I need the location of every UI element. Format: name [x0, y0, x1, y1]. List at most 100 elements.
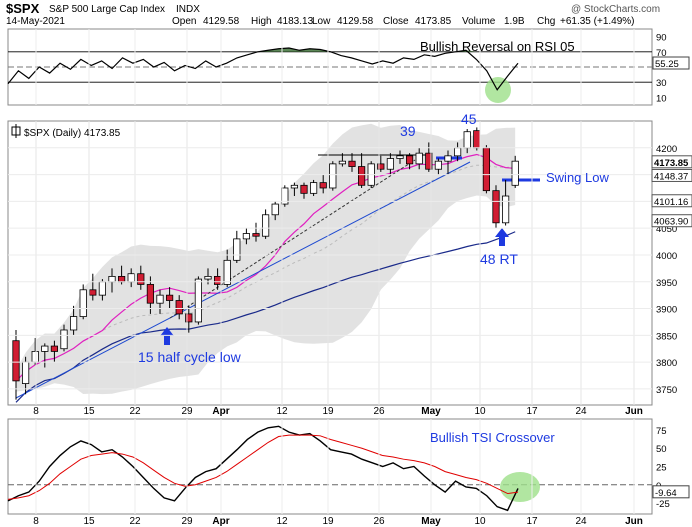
candle-body — [31, 351, 39, 363]
close-value: 4173.85 — [415, 16, 452, 27]
candle-body — [118, 275, 126, 283]
price-x-tick-label: 8 — [33, 406, 39, 417]
candle-body — [463, 131, 471, 149]
tsi-x-tick-label: 12 — [276, 516, 288, 527]
price-y-tick-label: 3750 — [656, 385, 677, 396]
price-y-tick-label: 4200 — [656, 144, 677, 155]
index-name: S&P 500 Large Cap Index — [49, 4, 165, 15]
candle-body — [242, 233, 250, 240]
half-cycle-label: 15 half cycle low — [138, 349, 242, 365]
ohlc-row: Open 4129.58 High 4183.13 Low 4129.58 Cl… — [172, 16, 635, 27]
candle-body — [261, 214, 270, 237]
price-x-tick-label: 12 — [276, 406, 288, 417]
tsi-x-tick-label: Jun — [625, 516, 643, 527]
price-value-box — [651, 168, 692, 182]
candle-body — [213, 275, 222, 285]
tsi-x-tick-label: 22 — [129, 516, 141, 527]
rsi-line — [7, 47, 519, 91]
candle-body — [396, 155, 404, 159]
candle-body — [12, 340, 20, 382]
tsi-panel — [7, 418, 653, 515]
price-x-tick-label: Jun — [625, 406, 643, 417]
tsi-annotation: Bullish TSI Crossover — [430, 430, 555, 445]
rsi-last-value-label: 55.25 — [655, 59, 679, 70]
candle-body — [79, 289, 87, 317]
candle-body — [405, 155, 414, 165]
label-39: 39 — [400, 123, 416, 139]
tsi-last-value-label: -9.64 — [655, 488, 677, 499]
candle-body — [21, 361, 30, 384]
chg-value: +61.35 (+1.49%) — [560, 16, 635, 27]
volume-label: Volume — [462, 16, 496, 27]
price-x-tick-label: 19 — [322, 406, 334, 417]
tsi-x-tick-label: 8 — [33, 516, 39, 527]
rsi-layer — [7, 47, 652, 103]
candle-body — [223, 259, 231, 285]
price-value-label: 4173.85 — [654, 158, 689, 169]
price-x-tick-label: 29 — [181, 406, 193, 417]
candle-body — [146, 284, 154, 304]
candle-body — [338, 160, 347, 165]
candle-body — [357, 166, 366, 186]
rsi-annotation: Bullish Reversal on RSI 05 — [420, 39, 575, 54]
price-x-tick-label: 24 — [575, 406, 587, 417]
chg-label: Chg — [537, 16, 555, 27]
volatility-band — [16, 123, 516, 395]
arrow-half-cycle-icon — [160, 327, 174, 345]
candle-body — [492, 190, 500, 224]
tsi-y-tick-label: 25 — [656, 463, 667, 474]
open-label: Open — [172, 16, 196, 27]
price-x-tick-label: 26 — [373, 406, 385, 417]
volume-value: 1.9B — [504, 16, 525, 27]
price-value-label: 4148.37 — [654, 171, 688, 182]
rsi-y-tick-label: 90 — [656, 33, 667, 44]
price-value-label: 4101.16 — [654, 197, 688, 208]
price-x-tick-label: Apr — [212, 406, 229, 417]
label-45: 45 — [461, 111, 477, 127]
price-legend: $SPX (Daily) 4173.85 — [11, 124, 121, 139]
candle-body — [348, 160, 356, 167]
price-layer — [12, 123, 540, 403]
candle-body — [271, 203, 279, 216]
candle-body — [60, 329, 68, 350]
candle-body — [329, 163, 337, 189]
price-value-label: 4063.90 — [654, 217, 688, 228]
trendline-dashed — [169, 159, 416, 319]
open-value: 4129.58 — [203, 16, 240, 27]
tsi-x-tick-label: Apr — [212, 516, 229, 527]
price-x-tick-label: 10 — [474, 406, 486, 417]
tsi-x-tick-label: 17 — [526, 516, 538, 527]
candle-body — [252, 233, 260, 237]
tsi-x-tick-label: May — [421, 516, 441, 527]
price-y-tick-label: 4000 — [656, 251, 677, 262]
candle-body — [89, 289, 97, 296]
tsi-y-tick-label: 50 — [656, 444, 667, 455]
price-y-tick-label: 3800 — [656, 358, 677, 369]
tsi-x-tick-label: 29 — [181, 516, 193, 527]
candle-body — [185, 313, 193, 323]
candle-body — [194, 278, 202, 323]
rsi-highlight-circle — [485, 77, 511, 103]
symbol: $SPX — [6, 1, 40, 16]
candle-body — [501, 195, 510, 224]
candle-body — [108, 275, 116, 283]
tsi-signal-line — [7, 434, 519, 500]
price-y-tick-label: 3950 — [656, 278, 677, 289]
candle-body — [415, 152, 423, 165]
candle-body — [233, 238, 241, 261]
price-x-tick-label: 17 — [526, 406, 538, 417]
candle-body — [309, 182, 318, 194]
candle-body — [434, 160, 443, 170]
low-value: 4129.58 — [337, 16, 374, 27]
tsi-y-tick-label: 75 — [656, 426, 667, 437]
candle-body — [377, 163, 385, 170]
close-label: Close — [383, 16, 409, 27]
candle-body — [156, 294, 164, 304]
candle-body — [41, 345, 49, 352]
candle-body — [473, 130, 481, 149]
candle-body — [386, 158, 395, 170]
price-legend-label: $SPX (Daily) 4173.85 — [24, 128, 121, 139]
price-y-tick-label: 3850 — [656, 331, 677, 342]
